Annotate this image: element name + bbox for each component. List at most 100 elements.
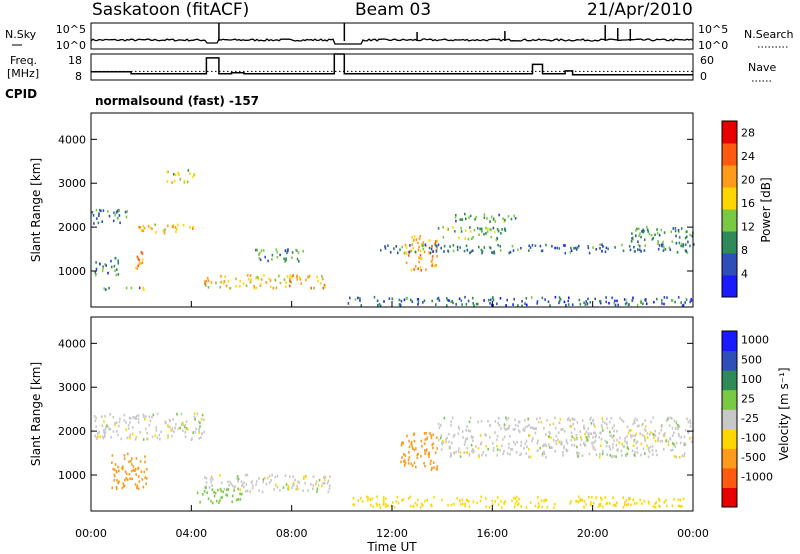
power-cell-8-48 — [418, 237, 421, 241]
velocity-cell-6-21 — [616, 501, 618, 505]
power-cell-13-60 — [446, 298, 449, 302]
velocity-cell-6-161 — [366, 495, 368, 499]
velocity-cell-3-7 — [211, 488, 214, 491]
power-cell-13-69 — [614, 303, 617, 307]
power-cell-9-5 — [440, 246, 442, 250]
velocity-cell-2-73 — [250, 481, 253, 484]
power-cell-13-29 — [640, 299, 642, 303]
velocity-cell-5-118 — [562, 428, 564, 431]
power-cell-9-31 — [488, 245, 491, 249]
power-cell-9-99 — [541, 249, 544, 252]
velocity-cell-6-54 — [624, 501, 626, 504]
velocity-colorbar-tick-4: -25 — [741, 412, 759, 425]
power-cell-13-111 — [681, 304, 684, 307]
power-cell-2-5 — [125, 286, 128, 290]
velocity-cell-1-54 — [203, 430, 205, 434]
velocity-cell-5-252 — [584, 432, 586, 436]
power-cell-9-42 — [443, 244, 446, 248]
velocity-cell-6-61 — [577, 500, 580, 504]
velocity-cell-5-418 — [537, 439, 539, 443]
power-cell-13-75 — [677, 296, 680, 299]
power-cell-9-81 — [556, 246, 558, 250]
power-cell-9-17 — [668, 246, 671, 249]
velocity-cell-0-9 — [134, 467, 137, 471]
velocity-cell-5-142 — [602, 449, 604, 453]
velocity-cell-2-110 — [251, 487, 254, 490]
power-cell-13-65 — [521, 304, 523, 308]
power-cell-12-36 — [642, 230, 645, 234]
velocity-cell-5-20 — [579, 430, 581, 433]
velocity-cell-3-8 — [237, 487, 239, 491]
power-cell-2-0 — [108, 286, 110, 290]
velocity-cell-2-46 — [303, 477, 305, 480]
velocity-cell-5-322 — [563, 445, 565, 448]
power-cell-1-2 — [110, 265, 113, 269]
velocity-cell-5-93 — [588, 452, 591, 456]
power-cell-9-88 — [599, 247, 601, 250]
power-cell-12-24 — [681, 242, 683, 246]
velocity-cell-5-265 — [474, 445, 477, 448]
velocity-cell-2-28 — [291, 486, 293, 490]
velocity-cell-5-454 — [669, 438, 672, 441]
power-colorbar-tick-0: 4 — [741, 268, 748, 281]
velocity-cell-0-53 — [144, 455, 146, 458]
velocity-cell-0-15 — [123, 457, 126, 460]
velocity-cell-5-373 — [594, 439, 597, 443]
velocity-cell-5-357 — [520, 444, 522, 447]
velocity-cell-6-16 — [570, 500, 572, 503]
power-cell-0-15 — [112, 219, 115, 223]
power-cell-2-3 — [138, 286, 141, 290]
power-cell-6-19 — [239, 279, 241, 283]
velocity-cell-5-266 — [472, 436, 474, 439]
power-cell-13-39 — [605, 296, 607, 299]
nsky-panel-frame — [90, 22, 694, 50]
velocity-cell-5-389 — [576, 445, 578, 449]
velocity-cell-1-41 — [101, 424, 104, 427]
power-cell-13-9 — [377, 303, 379, 307]
velocity-cell-1-129 — [118, 424, 120, 428]
power-cell-12-43 — [636, 227, 638, 231]
power-cell-8-27 — [417, 267, 419, 270]
velocity-cell-6-164 — [467, 500, 470, 503]
velocity-cell-0-65 — [123, 454, 126, 457]
power-cell-12-31 — [686, 230, 688, 233]
power-cell-1-15 — [115, 273, 118, 277]
velocity-cell-5-196 — [514, 427, 516, 431]
power-cell-13-142 — [645, 298, 647, 301]
velocity-cell-2-96 — [312, 475, 315, 478]
velocity-cell-5-298 — [440, 448, 443, 451]
power-cell-12-23 — [671, 240, 674, 243]
power-cell-9-77 — [456, 248, 459, 252]
power-cell-13-116 — [605, 300, 607, 304]
velocity-cell-5-55 — [622, 420, 625, 423]
velocity-cell-2-91 — [210, 475, 213, 479]
power-cell-9-108 — [384, 245, 386, 248]
power-cell-13-117 — [400, 299, 403, 303]
power-cell-9-70 — [529, 246, 532, 249]
velocity-cell-5-335 — [633, 419, 636, 423]
velocity-cell-2-24 — [296, 484, 298, 488]
velocity-cell-5-86 — [531, 439, 533, 443]
power-cell-9-9 — [588, 251, 591, 255]
velocity-cell-3-2 — [226, 488, 228, 492]
velocity-cell-5-327 — [621, 418, 623, 422]
velocity-cell-5-182 — [586, 437, 588, 441]
velocity-cell-3-28 — [219, 499, 221, 502]
velocity-ytick-label-3: 4000 — [58, 337, 86, 350]
power-cell-4-27 — [176, 227, 178, 231]
power-colorbar-tick-5: 24 — [741, 150, 755, 163]
velocity-cell-4-46 — [430, 459, 432, 463]
velocity-cell-2-87 — [275, 483, 277, 487]
power-cell-2-2 — [130, 286, 133, 290]
velocity-cell-5-74 — [612, 446, 614, 449]
velocity-cell-6-172 — [671, 504, 674, 508]
power-cell-9-53 — [466, 248, 469, 252]
velocity-cell-0-21 — [127, 452, 129, 456]
velocity-cell-1-40 — [109, 413, 111, 416]
power-cell-13-56 — [599, 301, 602, 305]
velocity-cell-6-187 — [517, 503, 519, 506]
power-y-label: Slant Range [km] — [29, 158, 43, 262]
velocity-cell-0-56 — [111, 461, 113, 464]
power-cell-3-12 — [141, 261, 144, 265]
